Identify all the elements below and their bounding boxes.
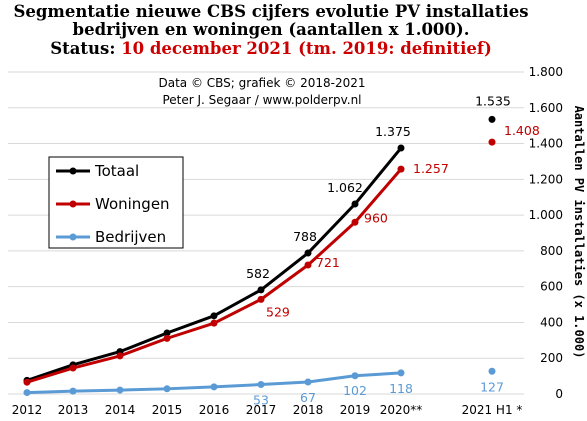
data-point-woningen xyxy=(163,334,171,342)
data-point-totaal xyxy=(397,144,405,152)
data-point-totaal xyxy=(488,115,496,123)
x-tick-label: 2018 xyxy=(293,403,324,417)
data-point-woningen xyxy=(351,218,359,226)
data-point-bedrijven xyxy=(351,372,359,380)
data-point-woningen xyxy=(304,261,312,269)
legend-marker-bedrijven xyxy=(69,233,77,241)
x-axis-ticks: 2012 2013 2014 2015 2016 2017 2018 2019 2020** 20… xyxy=(12,403,523,417)
data-point-totaal xyxy=(210,312,218,320)
data-point-bedrijven xyxy=(210,383,218,391)
data-point-totaal xyxy=(257,286,265,294)
y-tick-label: 1.200 xyxy=(529,172,563,186)
data-point-bedrijven xyxy=(397,369,405,377)
data-point-bedrijven xyxy=(23,389,31,397)
credit-line-2: Peter J. Segaar / www.polderpv.nl xyxy=(162,93,361,107)
data-point-totaal xyxy=(304,249,312,257)
credit-line-1: Data © CBS; grafiek © 2018-2021 xyxy=(159,76,366,90)
x-tick-label: 2019 xyxy=(340,403,371,417)
data-label-woningen: 721 xyxy=(316,255,340,270)
x-tick-label: 2015 xyxy=(152,403,183,417)
data-label-woningen: 960 xyxy=(364,210,388,225)
y-tick-label: 0 xyxy=(555,387,563,401)
y-tick-label: 200 xyxy=(540,351,563,365)
data-point-bedrijven xyxy=(257,381,265,389)
legend-marker-totaal xyxy=(69,167,77,175)
chart-title-line-1: Segmentatie nieuwe CBS cijfers evolutie … xyxy=(13,2,528,21)
data-point-totaal xyxy=(351,200,359,208)
y-tick-label: 600 xyxy=(540,280,563,294)
x-tick-label: 2021 H1 * xyxy=(462,403,523,417)
data-label-totaal: 1.062 xyxy=(327,180,363,195)
data-point-woningen xyxy=(23,378,31,386)
data-label-bedrijven: 127 xyxy=(480,379,504,394)
status-value: 10 december 2021 (tm. 2019: definitief) xyxy=(121,39,492,58)
data-label-woningen: 1.257 xyxy=(413,161,449,176)
y-tick-label: 1.400 xyxy=(529,137,563,151)
data-point-totaal xyxy=(163,329,171,337)
legend: Totaal Woningen Bedrijven xyxy=(48,156,184,249)
data-point-bedrijven xyxy=(163,385,171,393)
status-label: Status: xyxy=(50,39,121,58)
data-point-woningen xyxy=(257,295,265,303)
data-point-woningen xyxy=(210,319,218,327)
y-tick-label: 1.800 xyxy=(529,65,563,79)
x-tick-label: 2014 xyxy=(105,403,136,417)
y-tick-label: 1.000 xyxy=(529,208,563,222)
x-tick-label: 2017 xyxy=(246,403,277,417)
data-point-bedrijven xyxy=(116,386,124,394)
legend-label-bedrijven: Bedrijven xyxy=(95,228,166,246)
x-tick-label: 2016 xyxy=(199,403,230,417)
legend-label-totaal: Totaal xyxy=(94,162,139,180)
legend-marker-woningen xyxy=(69,200,77,208)
chart-title-line-2: bedrijven en woningen (aantallen x 1.000… xyxy=(73,20,470,39)
data-label-totaal: 1.375 xyxy=(375,124,411,139)
data-point-woningen xyxy=(488,138,496,146)
data-point-bedrijven xyxy=(488,367,496,375)
data-point-bedrijven xyxy=(304,378,312,386)
data-point-woningen xyxy=(116,352,124,360)
y-tick-label: 800 xyxy=(540,244,563,258)
data-label-totaal: 1.535 xyxy=(475,93,511,108)
data-label-bedrijven: 53 xyxy=(253,393,269,408)
data-label-woningen: 1.408 xyxy=(504,123,540,138)
x-tick-label: 2013 xyxy=(58,403,89,417)
data-label-bedrijven: 67 xyxy=(300,390,316,405)
data-point-bedrijven xyxy=(69,387,77,395)
data-point-woningen xyxy=(69,364,77,372)
y-tick-label: 1.600 xyxy=(529,101,563,115)
data-label-bedrijven: 118 xyxy=(389,381,413,396)
data-point-woningen xyxy=(397,165,405,173)
data-label-woningen: 529 xyxy=(266,304,290,319)
x-tick-label: 2020** xyxy=(380,403,423,417)
data-label-totaal: 582 xyxy=(246,266,270,281)
data-label-totaal: 788 xyxy=(293,229,317,244)
data-label-bedrijven: 102 xyxy=(343,383,367,398)
y-tick-label: 400 xyxy=(540,315,563,329)
x-tick-label: 2012 xyxy=(12,403,43,417)
y-axis-ticks: 0 200 400 600 800 1.000 1.200 1.400 1.600 1.800 xyxy=(529,65,563,401)
y-axis-label: Aantallen PV installaties (x 1.000) xyxy=(572,106,586,359)
chart-status-line: Status: 10 december 2021 (tm. 2019: defi… xyxy=(50,39,492,58)
data-labels: 582 788 1.062 1.375 1.535 529 721 960 1.257 1.408… xyxy=(246,93,540,407)
legend-label-woningen: Woningen xyxy=(95,195,170,213)
data-series xyxy=(23,115,496,397)
